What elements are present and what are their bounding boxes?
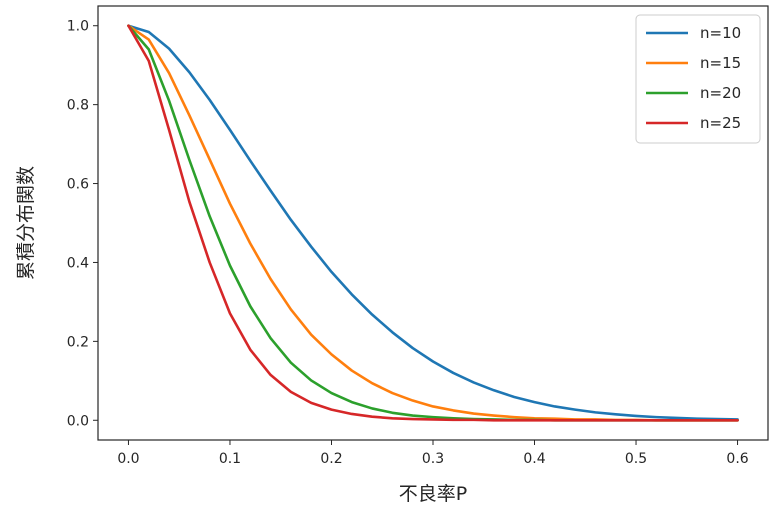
series-line-n-10 bbox=[127, 24, 739, 421]
x-tick-label: 0.4 bbox=[523, 451, 545, 467]
legend-box bbox=[635, 14, 761, 144]
series-layer bbox=[127, 24, 739, 422]
x-tick-label: 0.6 bbox=[726, 451, 748, 467]
legend-label: n=20 bbox=[700, 84, 741, 102]
x-tick-label: 0.1 bbox=[219, 451, 241, 467]
x-axis-label: 不良率P bbox=[399, 483, 467, 505]
legend-label: n=25 bbox=[700, 114, 741, 132]
y-tick-label: 0.6 bbox=[67, 177, 89, 193]
y-tick-label: 0.0 bbox=[67, 413, 89, 429]
y-axis-label: 累積分布関数 bbox=[15, 166, 37, 280]
y-tick-label: 1.0 bbox=[67, 19, 89, 35]
legend: n=10 n=15 n=20 n=25 bbox=[635, 14, 761, 144]
ticks-layer: 0.0 0.1 0.2 0.3 0.4 0.5 0.6 0.0 0.2 0.4 0.6 0.8 1.0 bbox=[67, 19, 749, 467]
x-tick-label: 0.2 bbox=[320, 451, 342, 467]
x-tick-label: 0.5 bbox=[625, 451, 647, 467]
y-tick-label: 0.4 bbox=[67, 255, 89, 271]
y-tick-label: 0.8 bbox=[67, 98, 89, 114]
y-tick-label: 0.2 bbox=[67, 334, 89, 350]
legend-label: n=15 bbox=[700, 54, 741, 72]
x-tick-label: 0.3 bbox=[422, 451, 444, 467]
legend-label: n=10 bbox=[700, 24, 741, 42]
x-tick-label: 0.0 bbox=[117, 451, 139, 467]
series-line-n-25 bbox=[127, 24, 739, 422]
